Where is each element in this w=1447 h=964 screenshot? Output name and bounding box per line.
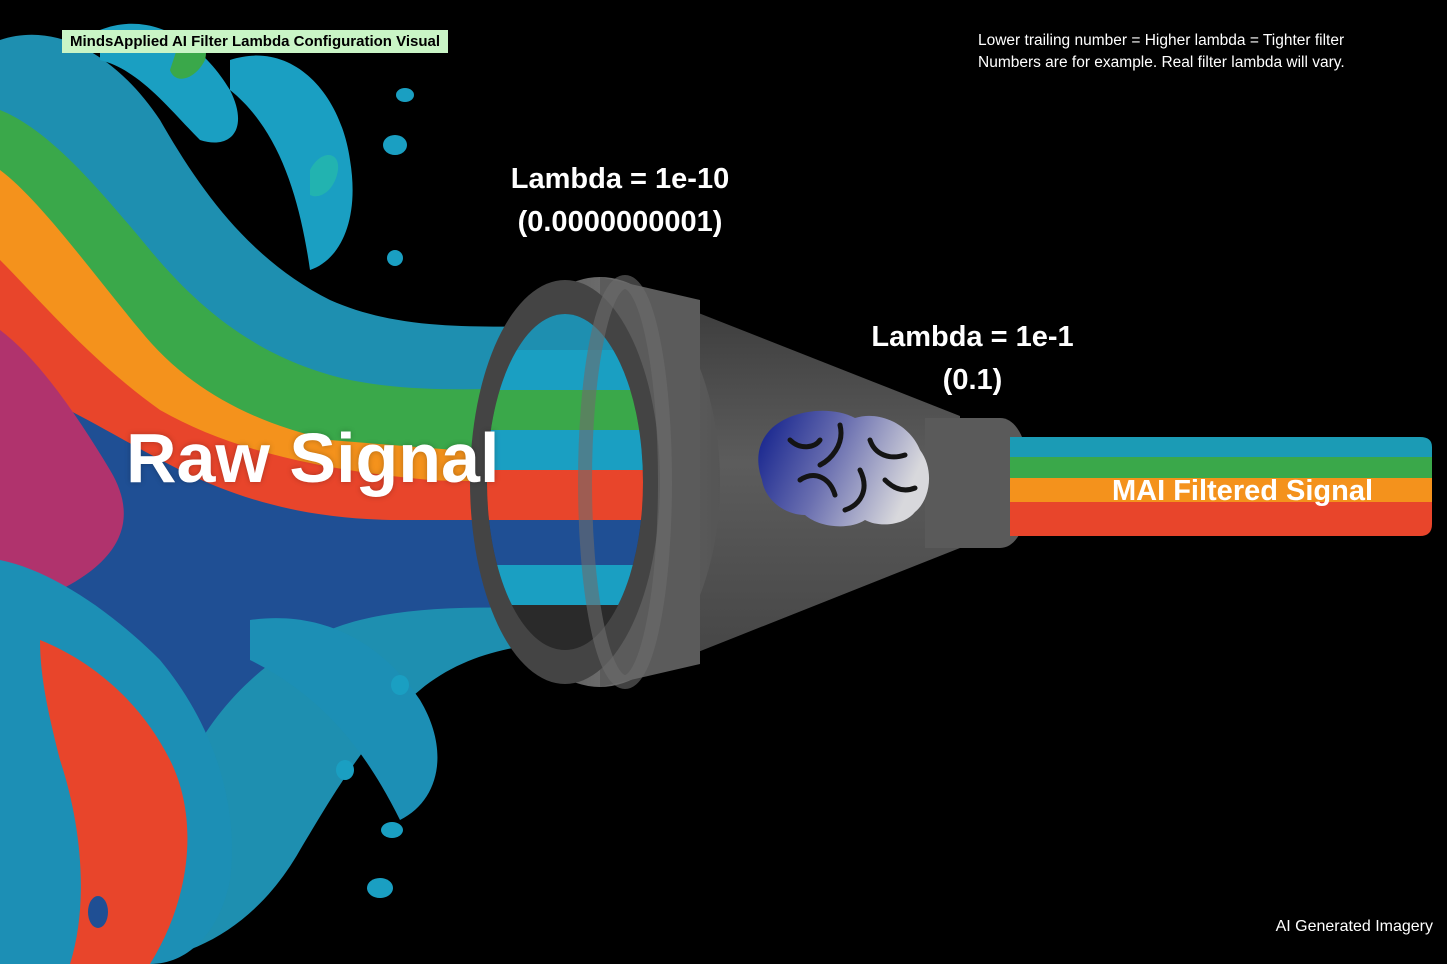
filtered-band-green [1010,457,1432,478]
filtered-band-orange [1010,478,1432,502]
filtered-band-cyan [1010,437,1432,457]
filtered-signal-stream [1010,437,1432,536]
image-credit: AI Generated Imagery [1275,918,1433,935]
inlet-lambda-value: (0.0000000001) [517,206,723,238]
outlet-lambda-label: Lambda = 1e-1 (0.1) [840,316,1105,402]
filtered-signal-label: MAI Filtered Signal [1111,475,1374,507]
outlet-lambda: Lambda = 1e-1 [871,321,1074,353]
raw-signal-label: Raw Signal [126,419,500,497]
note-line-2: Numbers are for example. Real filter lam… [978,54,1345,71]
note-line-1: Lower trailing number = Higher lambda = … [978,32,1345,49]
lambda-note: Lower trailing number = Higher lambda = … [978,30,1345,74]
brain-icon [758,410,930,527]
page-title: MindsApplied AI Filter Lambda Configurat… [62,30,449,53]
outlet-lambda-value: (0.1) [942,364,1003,396]
filter-cone [470,275,1030,689]
filtered-band-red [1010,502,1432,536]
inlet-lambda-label: Lambda = 1e-10 (0.0000000001) [470,158,770,244]
inlet-lambda: Lambda = 1e-10 [510,163,730,195]
